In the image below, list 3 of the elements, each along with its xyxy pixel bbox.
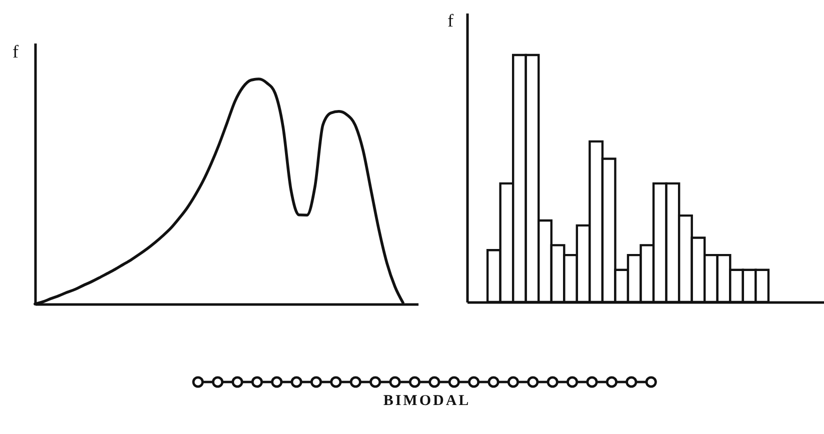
y-axis-title: f [12, 42, 18, 62]
y-axis-title: f [448, 10, 454, 30]
text: BIMODAL [383, 393, 471, 410]
